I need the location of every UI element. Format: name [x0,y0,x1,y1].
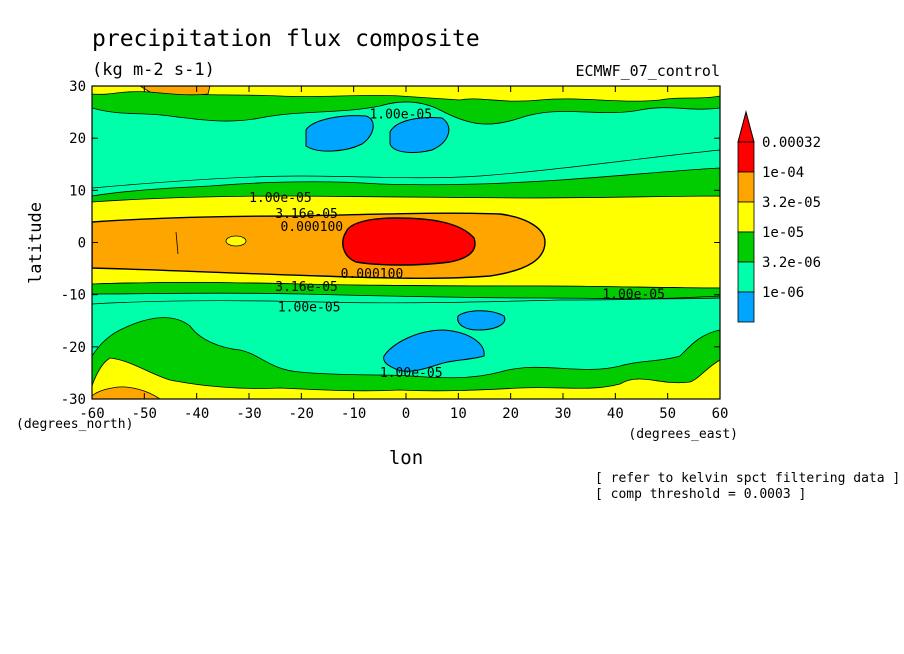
contour-label: 0.000100 [341,267,404,282]
blue-min-south-2 [383,329,485,372]
x-axis: -60 -50 -40 -30 -20 -10 0 10 20 30 40 50 60 [79,86,728,422]
south-tropical-green [92,282,720,300]
contour-label: 0.000100 [280,220,343,235]
x-axis-unit: (degrees_east) [628,427,738,442]
y-tick-label: 30 [69,79,86,95]
contour-label: 1.00e-05 [369,108,432,123]
y-tick-label: 10 [69,183,86,199]
south-green-band [92,317,720,399]
x-tick-label: -60 [79,406,104,422]
north-tropical-green [92,167,720,206]
south-orange-patch [92,386,161,399]
contour-field [92,86,720,399]
contour-label: 1.00e-05 [278,301,341,316]
x-axis-label: lon [389,447,423,469]
colorbar-segment [737,201,755,233]
x-tick-label: 20 [502,406,519,422]
colorbar-label: 3.2e-05 [762,195,821,211]
note-threshold: [ comp threshold = 0.0003 ] [595,487,806,502]
x-tick-label: -30 [236,406,261,422]
y-tick-label: -10 [61,288,86,304]
orange-band-contour-mark [175,231,179,255]
contour-label: 3.16e-05 [275,280,338,295]
x-tick-label: 0 [402,406,410,422]
x-tick-label: -10 [341,406,366,422]
x-tick-label: -20 [289,406,314,422]
colorbar-label: 0.00032 [762,135,821,151]
contour-line-south [92,295,720,305]
colorbar-segment [737,261,755,293]
blue-min-north-1 [305,115,374,152]
y-axis-label: latitude [26,202,46,284]
chart-title: precipitation flux composite [92,26,480,52]
contour-label: 3.16e-05 [275,207,338,222]
blue-min-north-2 [389,117,450,153]
colorbar-segment [737,141,755,173]
colorbar-segment [737,231,755,263]
colorbar-label: 3.2e-06 [762,255,821,271]
x-tick-label: -40 [184,406,209,422]
y-axis-unit: (degrees_north) [16,417,133,432]
y-tick-label: -20 [61,340,86,356]
north-orange-patch [139,86,211,96]
south-yellow-band [92,357,720,399]
contour-label: 1.00e-05 [602,288,665,303]
contour-labels: 1.00e-051.00e-053.16e-050.0001000.000100… [249,108,665,381]
orange-band-yellow-eddy [225,235,247,247]
x-tick-label: 40 [607,406,624,422]
contour-label: 1.00e-05 [380,366,443,381]
y-axis: -30 -20 -10 0 10 20 30 [61,79,720,408]
colorbar-label: 1e-05 [762,225,804,241]
note-filtering: [ refer to kelvin spct filtering data ] [595,471,900,486]
colorbar-label: 1e-06 [762,285,804,301]
blue-min-south-1 [457,310,506,331]
x-tick-label: -50 [132,406,157,422]
colorbar-segment [737,291,755,323]
contour-line-north [92,149,720,189]
y-tick-label: -30 [61,392,86,408]
equatorial-red-core [342,217,476,266]
colorbar-segment [737,171,755,203]
chart-units: (kg m-2 s-1) [92,60,215,80]
colorbar-top-arrow [737,110,755,143]
y-tick-label: 20 [69,131,86,147]
y-tick-label: 0 [78,236,86,252]
contour-label: 1.00e-05 [249,191,312,206]
x-tick-label: 60 [712,406,729,422]
x-tick-label: 50 [659,406,676,422]
colorbar: 0.00032 1e-04 3.2e-05 1e-05 3.2e-06 1e-06 [737,110,821,323]
x-tick-label: 30 [555,406,572,422]
x-tick-label: 10 [450,406,467,422]
dataset-label: ECMWF_07_control [576,62,721,80]
colorbar-label: 1e-04 [762,165,804,181]
